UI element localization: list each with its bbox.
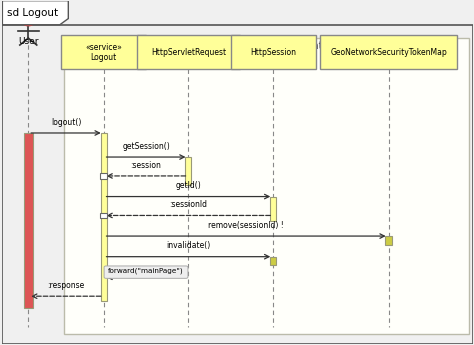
Text: logout(): logout() <box>51 118 81 127</box>
Circle shape <box>22 17 35 26</box>
FancyBboxPatch shape <box>104 266 188 278</box>
Text: :session: :session <box>130 161 162 170</box>
Text: remove(sessionId) !: remove(sessionId) ! <box>208 221 284 230</box>
Bar <box>100 133 107 301</box>
Bar <box>61 35 146 69</box>
Bar <box>100 173 108 179</box>
Text: HttpServletRequest: HttpServletRequest <box>151 48 226 57</box>
Text: GeoNetworkSecurityTokenMap: GeoNetworkSecurityTokenMap <box>330 48 447 57</box>
Bar <box>320 35 457 69</box>
Bar <box>270 257 276 265</box>
Bar <box>231 35 316 69</box>
Text: :response: :response <box>47 281 84 290</box>
Bar <box>137 35 240 69</box>
Bar <box>24 133 33 308</box>
Text: getId(): getId() <box>175 181 201 190</box>
Bar <box>64 39 469 334</box>
Text: HttpSession: HttpSession <box>250 48 296 57</box>
Text: getSession(): getSession() <box>122 142 170 151</box>
Bar <box>385 236 392 245</box>
Text: «service»
Logout: «service» Logout <box>85 42 122 62</box>
Text: forward("mainPage"): forward("mainPage") <box>108 268 184 274</box>
Text: :sessionId: :sessionId <box>169 200 208 209</box>
Text: GeoNetwork Web Application: GeoNetwork Web Application <box>195 41 337 51</box>
Text: invalidate(): invalidate() <box>166 241 210 250</box>
Bar <box>100 213 108 218</box>
Text: sd Logout: sd Logout <box>8 8 59 18</box>
Text: User: User <box>18 37 38 46</box>
Polygon shape <box>2 1 68 25</box>
Bar <box>185 157 191 185</box>
Bar <box>270 197 276 220</box>
